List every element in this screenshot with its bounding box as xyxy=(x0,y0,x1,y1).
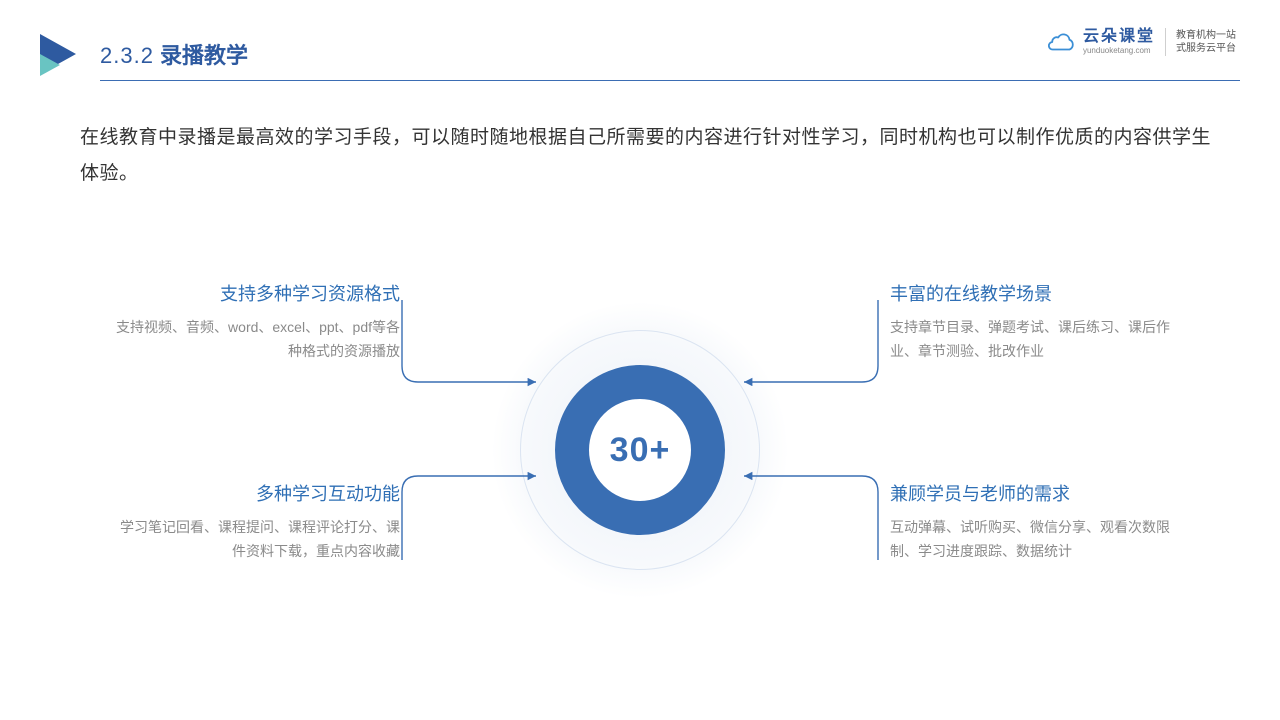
feature-title: 兼顾学员与老师的需求 xyxy=(890,480,1180,506)
triangle-logo-icon xyxy=(36,32,80,76)
feature-top-right: 丰富的在线教学场景 支持章节目录、弹题考试、课后练习、课后作业、章节测验、批改作… xyxy=(890,280,1180,364)
feature-top-left: 支持多种学习资源格式 支持视频、音频、word、excel、ppt、pdf等各种… xyxy=(110,280,400,364)
connector-bottom-right xyxy=(732,450,882,570)
connector-bottom-left xyxy=(398,450,548,570)
section-label: 2.3.2 录播教学 xyxy=(100,38,248,70)
brand-url: yunduoketang.com xyxy=(1083,47,1155,55)
feature-bottom-right: 兼顾学员与老师的需求 互动弹幕、试听购买、微信分享、观看次数限制、学习进度跟踪、… xyxy=(890,480,1180,564)
feature-title: 多种学习互动功能 xyxy=(110,480,400,506)
header-underline xyxy=(100,80,1240,81)
feature-diagram: 30+ 支持多种学习资源格式 支持视频、音频、word、excel、ppt、pd… xyxy=(0,260,1280,640)
feature-desc: 学习笔记回看、课程提问、课程评论打分、课件资料下载，重点内容收藏 xyxy=(110,516,400,564)
feature-desc: 互动弹幕、试听购买、微信分享、观看次数限制、学习进度跟踪、数据统计 xyxy=(890,516,1180,564)
ring-value: 30+ xyxy=(610,431,671,470)
feature-bottom-left: 多种学习互动功能 学习笔记回看、课程提问、课程评论打分、课件资料下载，重点内容收… xyxy=(110,480,400,564)
intro-paragraph: 在线教育中录播是最高效的学习手段，可以随时随地根据自己所需要的内容进行针对性学习… xyxy=(80,120,1224,192)
connector-top-right xyxy=(732,296,882,416)
brand-mark: 云朵课堂 yunduoketang.com xyxy=(1047,29,1155,55)
ring-donut: 30+ xyxy=(555,365,725,535)
section-title: 录播教学 xyxy=(160,38,248,70)
connector-top-left xyxy=(398,296,548,416)
brand-tagline: 教育机构一站式服务云平台 xyxy=(1176,29,1240,55)
feature-title: 支持多种学习资源格式 xyxy=(110,280,400,306)
section-number: 2.3.2 xyxy=(100,43,154,69)
brand-name: 云朵课堂 xyxy=(1083,29,1155,45)
brand-separator xyxy=(1165,28,1166,56)
feature-desc: 支持视频、音频、word、excel、ppt、pdf等各种格式的资源播放 xyxy=(110,316,400,364)
cloud-icon xyxy=(1047,32,1077,52)
feature-title: 丰富的在线教学场景 xyxy=(890,280,1180,306)
brand-block: 云朵课堂 yunduoketang.com 教育机构一站式服务云平台 xyxy=(1047,28,1240,56)
feature-desc: 支持章节目录、弹题考试、课后练习、课后作业、章节测验、批改作业 xyxy=(890,316,1180,364)
